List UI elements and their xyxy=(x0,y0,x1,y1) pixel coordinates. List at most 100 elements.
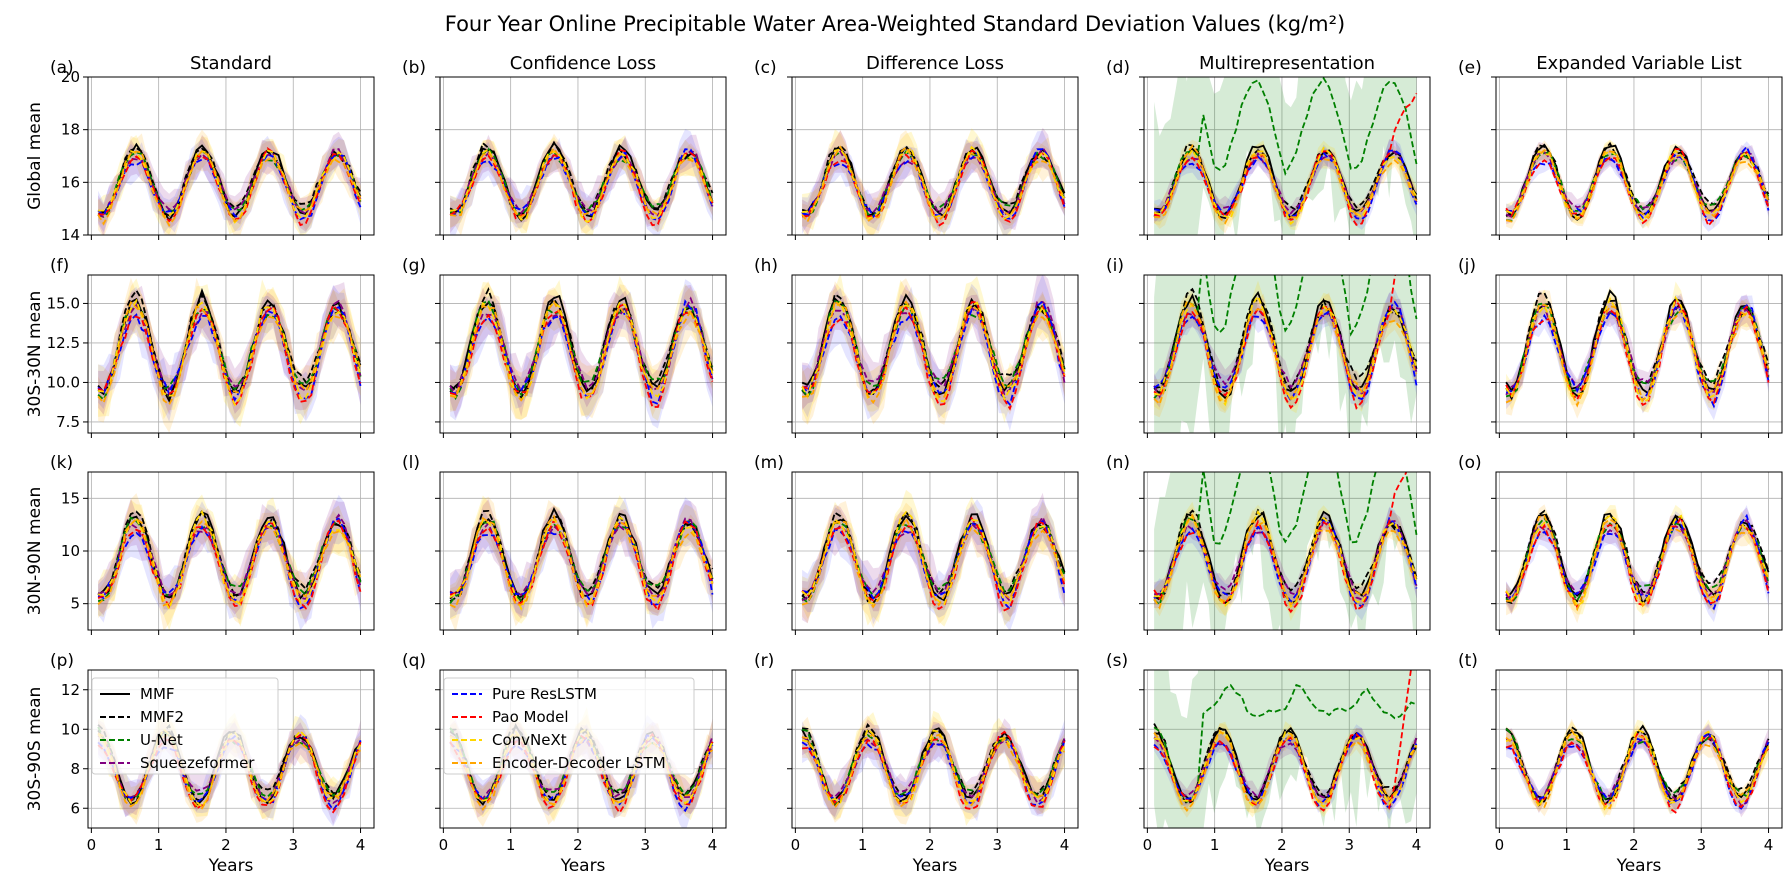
series-line-u-net xyxy=(97,516,362,602)
series-line-encoder-decoder-lstm xyxy=(449,514,714,609)
series-line-pao-model xyxy=(1505,732,1770,814)
panel-frame xyxy=(1143,669,1431,829)
series-line-pure-reslstm xyxy=(97,517,362,610)
y-tick-label: 10 xyxy=(61,720,80,738)
panel-letter: (p) xyxy=(50,651,74,671)
series-line-pure-reslstm xyxy=(1505,304,1770,409)
series-line-mmf2 xyxy=(97,288,362,399)
plot-area xyxy=(449,129,714,235)
series-line-pure-reslstm xyxy=(97,305,362,402)
column-title: Standard xyxy=(190,53,272,74)
series-line-encoder-decoder-lstm xyxy=(1506,514,1770,612)
series-line-u-net xyxy=(450,147,714,218)
panel-frame xyxy=(791,669,1079,829)
x-tick-label: 2 xyxy=(573,836,583,854)
series-line-convnext xyxy=(98,509,362,611)
column-title: Difference Loss xyxy=(866,53,1004,74)
panel-frame xyxy=(87,76,375,236)
series-line-u-net xyxy=(97,304,362,401)
panel-d: (d) Multirepresentation xyxy=(1106,53,1431,240)
legend-label: Encoder-Decoder LSTM xyxy=(492,754,666,772)
y-tick-label: 20 xyxy=(61,68,80,86)
x-tick-label: 2 xyxy=(1629,836,1639,854)
x-tick-label: 1 xyxy=(1562,836,1572,854)
x-tick-label: 1 xyxy=(1210,836,1220,854)
y-axis-label: 30N-90N mean xyxy=(25,487,45,615)
panel-q: 0 1 2 3 4 Years (q) Pure ResLSTM Pao Model ConvNe… xyxy=(402,651,727,876)
y-tick-label: 10 xyxy=(61,542,80,560)
figure-title: Four Year Online Precipitable Water Area… xyxy=(445,12,1345,36)
panel-frame xyxy=(439,669,727,829)
band-convnext xyxy=(1506,139,1769,229)
x-tick-label: 1 xyxy=(154,836,164,854)
plot-area xyxy=(801,127,1066,235)
series-line-pao-model xyxy=(97,519,362,610)
band-u-net xyxy=(1154,670,1417,828)
series-line-pao-model xyxy=(802,730,1066,811)
panel-letter: (d) xyxy=(1106,58,1130,78)
panel-b: (b) Confidence Loss xyxy=(402,53,727,240)
y-axis-label: 30S-30N mean xyxy=(25,291,45,418)
panel-letter: (n) xyxy=(1106,453,1130,473)
plot-area xyxy=(1153,472,1418,630)
plot-area xyxy=(801,489,1066,630)
x-tick-label: 0 xyxy=(87,836,97,854)
panel-i: (i) xyxy=(1106,256,1431,438)
series-line-pure-reslstm xyxy=(1153,149,1418,221)
panel-frame xyxy=(791,76,1079,236)
x-tick-label: 2 xyxy=(1277,836,1287,854)
panel-letter: (r) xyxy=(754,651,774,671)
band-pure-reslstm xyxy=(1154,724,1417,820)
series-line-encoder-decoder-lstm xyxy=(449,300,714,402)
panel-frame xyxy=(791,274,1079,434)
panel-letter: (q) xyxy=(402,651,426,671)
panel-letter: (g) xyxy=(402,256,426,276)
series-line-convnext xyxy=(801,145,1066,220)
x-tick-label: 3 xyxy=(1696,836,1706,854)
x-axis-label: Years xyxy=(560,856,606,876)
panel-frame xyxy=(1143,76,1431,236)
panel-a: 14 16 18 20 Global mean (a) Standard xyxy=(25,53,375,244)
band-encoder-decoder-lstm xyxy=(1506,140,1769,229)
panel-m: (m) xyxy=(754,453,1079,635)
series-line-encoder-decoder-lstm xyxy=(450,146,714,218)
series-line-convnext xyxy=(801,300,1066,403)
series-line-pure-reslstm xyxy=(450,148,714,222)
band-squeezeformer xyxy=(1154,727,1417,811)
series-line-pure-reslstm xyxy=(1153,516,1418,608)
plot-area xyxy=(97,277,362,433)
x-tick-label: 4 xyxy=(708,836,718,854)
y-tick-label: 15.0 xyxy=(47,294,80,312)
x-tick-label: 3 xyxy=(288,836,298,854)
y-tick-label: 14 xyxy=(61,226,80,244)
panel-letter: (k) xyxy=(50,453,73,473)
series-line-pure-reslstm xyxy=(1505,731,1770,810)
x-axis-label: Years xyxy=(1264,856,1310,876)
panel-letter: (l) xyxy=(402,453,420,473)
plot-area xyxy=(1505,504,1770,624)
plot-area xyxy=(449,495,714,630)
y-tick-label: 10.0 xyxy=(47,373,80,391)
band-convnext xyxy=(802,489,1065,627)
series-line-mmf2 xyxy=(450,140,714,215)
y-tick-label: 15 xyxy=(61,489,80,507)
x-tick-label: 4 xyxy=(1412,836,1422,854)
panel-frame xyxy=(1143,274,1431,434)
series-line-mmf2 xyxy=(97,508,362,598)
series-line-encoder-decoder-lstm xyxy=(1154,144,1418,225)
series-line-pao-model xyxy=(1505,148,1770,228)
plot-area xyxy=(1153,275,1418,433)
x-tick-label: 4 xyxy=(1060,836,1070,854)
series-line-pao-model xyxy=(1505,515,1770,610)
panel-letter: (j) xyxy=(1458,256,1476,276)
panel-h: (h) xyxy=(754,256,1079,438)
x-axis-label: Years xyxy=(1616,856,1662,876)
band-encoder-decoder-lstm xyxy=(802,278,1065,425)
panel-c: (c) Difference Loss xyxy=(754,53,1079,240)
x-axis-label: Years xyxy=(912,856,958,876)
plot-area xyxy=(801,710,1066,826)
column-title: Expanded Variable List xyxy=(1536,53,1742,74)
series-line-pao-model xyxy=(1153,670,1412,812)
y-tick-label: 12 xyxy=(61,681,80,699)
